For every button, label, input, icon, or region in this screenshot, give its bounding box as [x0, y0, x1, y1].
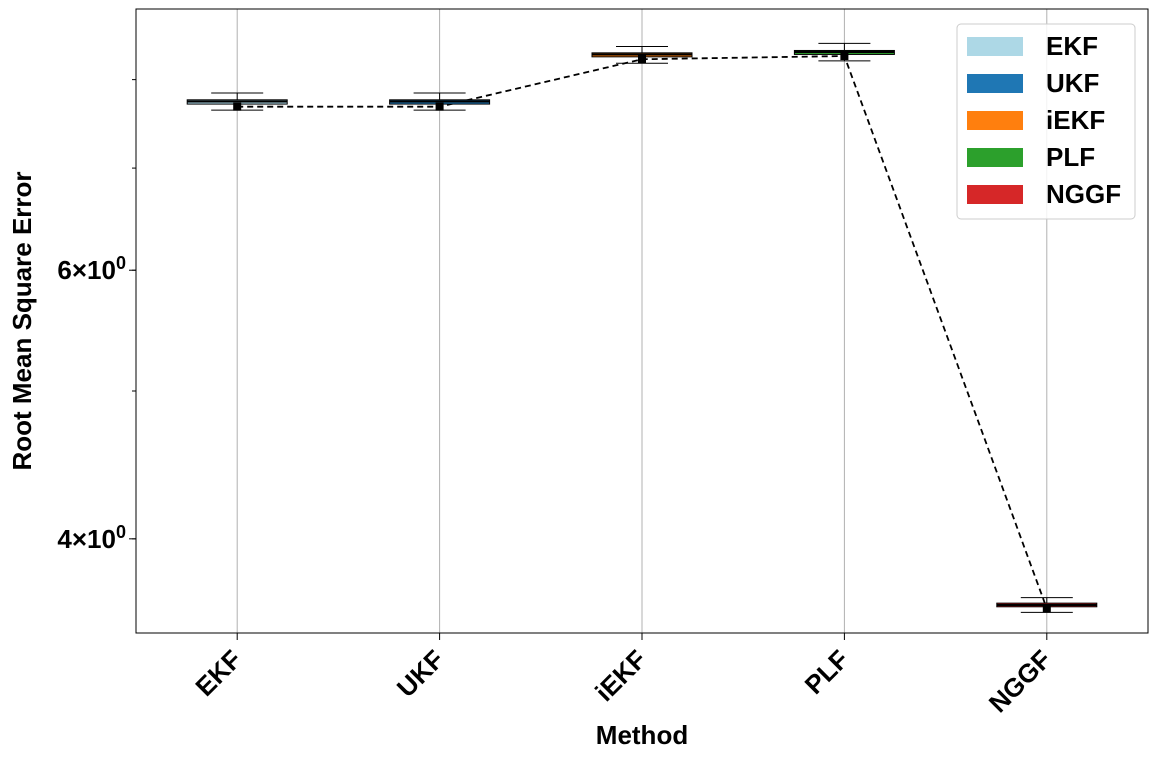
- y-tick-label: 4×100: [57, 522, 126, 554]
- x-tick-label-ekf: EKF: [189, 644, 247, 702]
- legend-label-nggf: NGGF: [1046, 179, 1121, 209]
- legend-label-iekf: iEKF: [1046, 105, 1105, 135]
- legend-swatch-plf: [967, 148, 1023, 167]
- mean-marker: [1042, 604, 1051, 613]
- mean-marker: [638, 55, 646, 64]
- legend-frame: [956, 23, 1136, 220]
- x-tick-label-iekf: iEKF: [589, 644, 652, 707]
- y-axis-title: Root Mean Square Error: [7, 171, 37, 470]
- axis-layer: 4×100 6×100 EKF UKF iEKF PLF NGGF: [57, 79, 1057, 718]
- x-axis-title: Method: [596, 720, 688, 750]
- legend: EKF UKF iEKF PLF NGGF: [956, 23, 1136, 220]
- legend-swatch-ekf: [967, 37, 1023, 56]
- y-tick-label: 6×100: [57, 253, 126, 285]
- grid-layer: [236, 9, 1048, 633]
- box-layer: [186, 42, 1098, 613]
- legend-label-ukf: UKF: [1046, 68, 1099, 98]
- x-tick-label-plf: PLF: [799, 644, 855, 700]
- mean-marker: [233, 102, 242, 111]
- legend-label-plf: PLF: [1046, 142, 1095, 172]
- x-tick-label-ukf: UKF: [391, 644, 450, 703]
- x-tick-label-nggf: NGGF: [983, 644, 1057, 718]
- box-ekf: [186, 92, 288, 111]
- legend-swatch-nggf: [967, 185, 1023, 204]
- legend-swatch-iekf: [967, 111, 1023, 130]
- box-iekf: [591, 46, 693, 64]
- legend-label-ekf: EKF: [1046, 31, 1098, 61]
- mean-marker: [840, 52, 849, 61]
- box-ukf: [389, 92, 491, 111]
- legend-swatch-ukf: [967, 74, 1023, 93]
- mean-marker: [435, 102, 444, 111]
- box-plf: [793, 42, 895, 62]
- box-nggf: [996, 597, 1098, 613]
